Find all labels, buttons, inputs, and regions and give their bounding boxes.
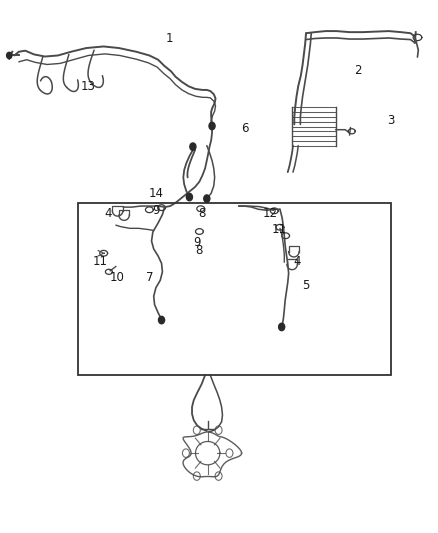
Text: 12: 12 xyxy=(263,207,278,220)
Text: 4: 4 xyxy=(293,255,301,268)
Text: 2: 2 xyxy=(354,64,362,77)
Circle shape xyxy=(7,52,12,59)
Text: 11: 11 xyxy=(272,223,286,236)
Circle shape xyxy=(209,122,215,130)
Circle shape xyxy=(186,193,192,201)
Text: 14: 14 xyxy=(148,187,163,200)
Text: 3: 3 xyxy=(387,114,395,127)
Circle shape xyxy=(190,143,196,150)
Circle shape xyxy=(279,323,285,330)
Text: 8: 8 xyxy=(198,207,205,220)
Text: 10: 10 xyxy=(110,271,124,284)
Text: 13: 13 xyxy=(81,80,96,93)
Circle shape xyxy=(159,317,165,324)
Text: 8: 8 xyxy=(196,244,203,257)
Text: 1: 1 xyxy=(165,32,173,45)
Text: 11: 11 xyxy=(93,255,108,268)
Text: 6: 6 xyxy=(241,122,249,135)
Text: 9: 9 xyxy=(152,204,159,217)
Bar xyxy=(78,203,391,375)
Circle shape xyxy=(204,195,210,203)
Text: 7: 7 xyxy=(145,271,153,284)
Text: 4: 4 xyxy=(104,207,112,220)
Text: 5: 5 xyxy=(302,279,310,292)
Text: 9: 9 xyxy=(194,236,201,249)
